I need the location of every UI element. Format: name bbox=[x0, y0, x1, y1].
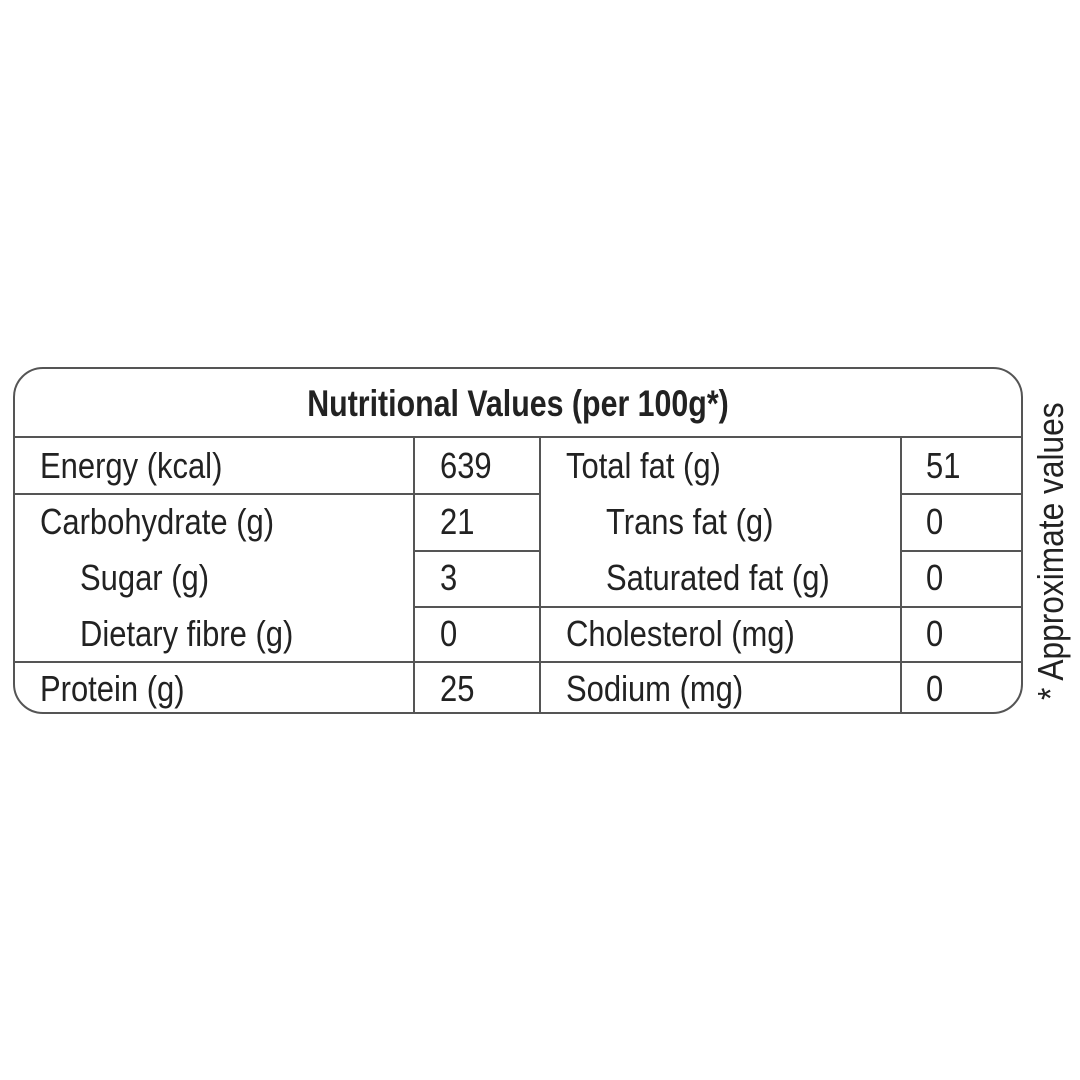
sodium-value: 0 bbox=[926, 668, 944, 709]
total-fat-label: Total fat (g) bbox=[566, 445, 721, 486]
carbohydrate-label: Carbohydrate (g) bbox=[40, 501, 275, 542]
divider bbox=[414, 550, 540, 552]
nutrition-table bbox=[13, 367, 1023, 714]
divider bbox=[413, 437, 415, 714]
cholesterol-label: Cholesterol (mg) bbox=[566, 613, 795, 654]
divider bbox=[539, 437, 541, 714]
energy-label: Energy (kcal) bbox=[40, 445, 223, 486]
divider bbox=[901, 493, 1023, 495]
divider bbox=[13, 493, 540, 495]
protein-value: 25 bbox=[440, 668, 475, 709]
fibre-value: 0 bbox=[440, 613, 458, 654]
trans-fat-label: Trans fat (g) bbox=[606, 501, 774, 542]
sugar-value: 3 bbox=[440, 557, 458, 598]
approximate-note: * Approximate values bbox=[1030, 402, 1071, 700]
sodium-label: Sodium (mg) bbox=[566, 668, 744, 709]
fibre-label: Dietary fibre (g) bbox=[80, 613, 294, 654]
protein-label: Protein (g) bbox=[40, 668, 185, 709]
divider bbox=[414, 606, 1023, 608]
energy-value: 639 bbox=[440, 445, 492, 486]
divider bbox=[13, 661, 1023, 663]
cholesterol-value: 0 bbox=[926, 613, 944, 654]
divider bbox=[901, 550, 1023, 552]
total-fat-value: 51 bbox=[926, 445, 961, 486]
divider bbox=[13, 436, 1023, 438]
saturated-fat-label: Saturated fat (g) bbox=[606, 557, 830, 598]
divider bbox=[900, 437, 902, 714]
trans-fat-value: 0 bbox=[926, 501, 944, 542]
saturated-fat-value: 0 bbox=[926, 557, 944, 598]
table-title: Nutritional Values (per 100g*) bbox=[307, 383, 729, 424]
carbohydrate-value: 21 bbox=[440, 501, 475, 542]
sugar-label: Sugar (g) bbox=[80, 557, 210, 598]
